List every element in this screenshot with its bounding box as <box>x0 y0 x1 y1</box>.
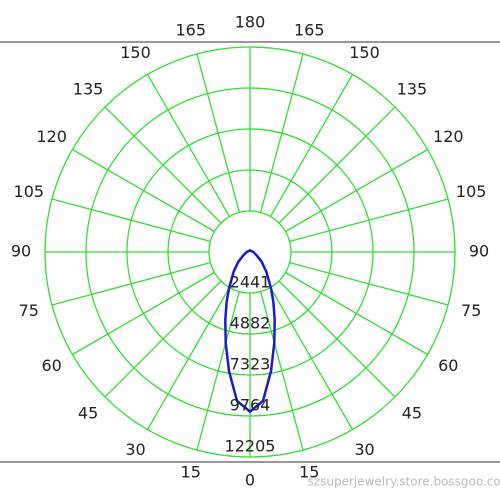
angle-label: 45 <box>78 403 98 422</box>
grid-spoke <box>285 271 428 356</box>
angle-label: 135 <box>397 80 428 99</box>
grid-spoke <box>269 74 354 217</box>
angle-label: 30 <box>125 440 145 459</box>
angle-label: 180 <box>235 13 266 32</box>
angle-label: 120 <box>36 127 67 146</box>
grid-spoke <box>196 53 241 213</box>
grid-spoke <box>289 261 449 306</box>
grid-spoke <box>51 261 211 306</box>
grid-spoke <box>285 148 428 233</box>
angle-label: 15 <box>299 463 319 482</box>
angle-label: 105 <box>456 182 487 201</box>
angle-label: 165 <box>175 20 206 39</box>
grid-spoke <box>269 287 354 430</box>
angle-label: 75 <box>19 301 39 320</box>
angle-label: 15 <box>181 463 201 482</box>
grid-spoke <box>146 287 231 430</box>
radial-tick-label: 12205 <box>225 437 276 456</box>
angle-label: 60 <box>42 356 62 375</box>
angle-label: 0 <box>245 471 255 490</box>
angle-label: 45 <box>402 403 422 422</box>
angle-label: 60 <box>438 356 458 375</box>
watermark: szsuperjewelry.store.bossgoo.com <box>308 475 500 489</box>
angle-label: 90 <box>469 242 489 261</box>
angle-label: 150 <box>120 43 151 62</box>
angle-label: 135 <box>73 80 104 99</box>
grid-spoke <box>72 271 215 356</box>
angle-label: 30 <box>354 440 374 459</box>
radial-tick-label: 2441 <box>230 273 271 292</box>
angle-label: 120 <box>433 127 464 146</box>
angle-label: 90 <box>11 242 31 261</box>
grid-spoke <box>146 74 231 217</box>
grid-spoke <box>72 148 215 233</box>
grid-spoke <box>104 280 222 398</box>
grid-spoke <box>289 198 449 243</box>
radial-tick-label: 4882 <box>230 314 271 333</box>
grid-spoke <box>51 198 211 243</box>
angle-label: 75 <box>461 301 481 320</box>
grid-spoke <box>196 291 241 451</box>
angle-label: 105 <box>14 182 45 201</box>
grid-spoke <box>278 106 396 224</box>
grid-spoke <box>104 106 222 224</box>
angle-label: 165 <box>294 20 325 39</box>
grid-spoke <box>259 53 304 213</box>
radial-tick-label: 7323 <box>230 355 271 374</box>
angle-label: 150 <box>349 43 380 62</box>
radial-tick-label: 9764 <box>230 396 271 415</box>
grid-spoke <box>278 280 396 398</box>
intensity-curve <box>224 248 276 414</box>
grid-spoke <box>259 291 304 451</box>
